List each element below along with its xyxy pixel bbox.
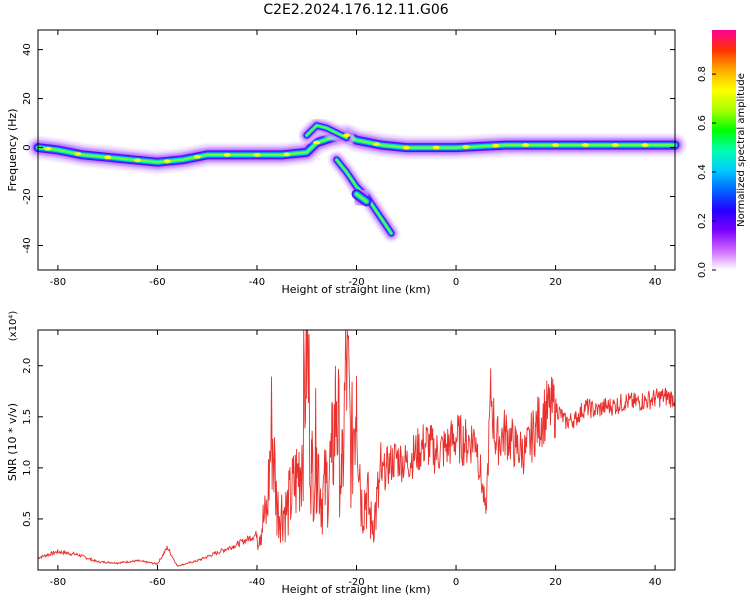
colorbar-ticks: 0.0 0.2 0.4 0.6 0.8 [697, 66, 716, 278]
snr-y-ticks: 0.5 1.0 1.5 2.0 [22, 358, 675, 527]
ridge-peak-spot [552, 143, 560, 147]
ridge-peak-spot [611, 143, 619, 147]
ridge-peak-spot [104, 155, 112, 160]
y-tick-label: 1.5 [22, 409, 33, 425]
x-tick-label: -80 [50, 577, 66, 588]
x-tick-label: -40 [249, 577, 265, 588]
ridge-peak-spot [343, 133, 351, 138]
colorbar-tick-label: 0.2 [697, 213, 708, 229]
x-tick-label: 0 [453, 577, 459, 588]
ridge-peak-spot [44, 146, 52, 151]
snr-panel: -80 -60 -40 -20 0 20 40 0.5 1.0 1.5 2.0 Height of… [6, 311, 676, 596]
ridge-peak-spot [402, 145, 410, 150]
ridge-peak-spot [313, 140, 321, 145]
x-tick-label: 40 [649, 577, 662, 588]
spectrogram-heat [27, 117, 686, 242]
x-tick-label: 20 [549, 277, 562, 288]
ridge-peak-spot [372, 142, 380, 146]
y-tick-label: 0.5 [22, 511, 33, 527]
ridge-peak-spot [432, 145, 440, 150]
snr-x-label: Height of straight line (km) [281, 583, 430, 596]
x-tick-label: -20 [348, 577, 364, 588]
x-tick-label: -40 [249, 277, 265, 288]
colorbar-ramp [712, 30, 736, 270]
spectrogram-x-ticks: -80 -60 -40 -20 0 20 40 [50, 30, 662, 288]
y-tick-label: -20 [22, 188, 33, 204]
x-tick-label: 0 [453, 277, 459, 288]
ridge-peak-spot [74, 152, 82, 156]
x-tick-label: -80 [50, 277, 66, 288]
figure-title: C2E2.2024.176.12.11.G06 [263, 2, 448, 18]
ridge-peak-spot [641, 143, 649, 147]
y-tick-label: 40 [22, 43, 33, 56]
x-tick-label: -20 [348, 277, 364, 288]
y-tick-label: 2.0 [22, 358, 33, 374]
x-tick-label: -60 [149, 577, 165, 588]
ridge-peak-spot [283, 152, 291, 157]
spectrogram-y-label: Frequency (Hz) [6, 109, 19, 192]
ridge-peak-spot [581, 143, 589, 147]
colorbar-tick-label: 0.8 [697, 66, 708, 82]
y-tick-label: 0 [22, 144, 33, 150]
ridge-peak-spot [253, 153, 261, 157]
y-tick-label: -40 [22, 237, 33, 253]
colorbar-tick-label: 0.4 [697, 164, 708, 180]
ridge-peak-spot [163, 159, 171, 164]
snr-y-label: SNR (10 * v/v) [6, 403, 19, 481]
y-tick-label: 20 [22, 92, 33, 105]
x-tick-label: 40 [649, 277, 662, 288]
snr-series-line [37, 329, 676, 567]
colorbar-tick-label: 0.6 [697, 115, 708, 131]
x-tick-label: 20 [549, 577, 562, 588]
colorbar-label: Normalized spectral amplitude [736, 73, 747, 227]
colorbar: 0.0 0.2 0.4 0.6 0.8 Normalized spectral ampl… [697, 30, 747, 278]
ridge-blob-layer [355, 192, 368, 203]
ridge-peak-spot [522, 143, 530, 147]
spectrogram-y-ticks: -40 -20 0 20 40 [22, 43, 675, 254]
ridge-peak-spot [223, 153, 231, 157]
snr-plot-area [38, 330, 675, 570]
spectrogram-x-label: Height of straight line (km) [281, 283, 430, 296]
ridge-peak-spot [193, 155, 201, 159]
ridge-peak-spot [492, 143, 500, 148]
x-tick-label: -60 [149, 277, 165, 288]
colorbar-tick-label: 0.0 [697, 262, 708, 278]
ridge-branch-upper-layer [305, 124, 348, 139]
ridge-peak-spot [462, 145, 470, 149]
ridge-peak-spot [134, 158, 142, 163]
y-tick-label: 1.0 [22, 460, 33, 476]
snr-y-multiplier: (x10⁴) [8, 311, 19, 342]
snr-x-ticks: -80 -60 -40 -20 0 20 40 [50, 330, 662, 588]
spectrogram-panel: -80 -60 -40 -20 0 20 40 -40 -20 0 20 40 Height of … [6, 29, 686, 296]
